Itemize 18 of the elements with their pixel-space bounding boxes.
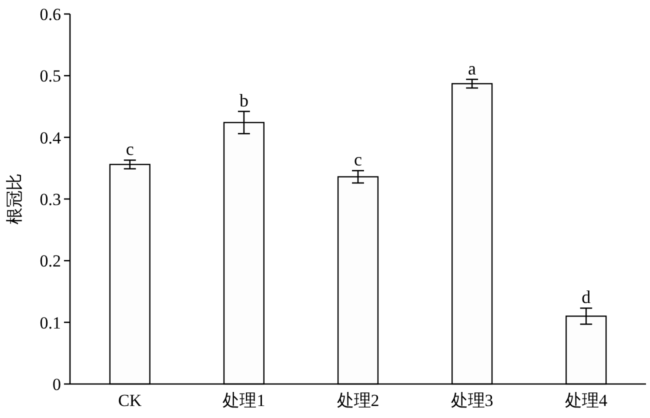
x-tick-label: 处理2	[336, 391, 380, 410]
y-tick-label: 0.2	[40, 252, 61, 271]
y-tick-label: 0.6	[40, 4, 61, 24]
annotation: c	[354, 150, 362, 170]
y-tick-label: 0.5	[40, 66, 61, 86]
x-tick-label: CK	[118, 391, 142, 410]
annotation: a	[468, 58, 476, 78]
y-tick-label: 0.1	[40, 313, 61, 332]
annotation: d	[582, 287, 591, 308]
y-tick-label: 0.3	[40, 190, 61, 209]
y-tick-label: 0	[52, 374, 61, 394]
y-axis-title: 根冠比	[5, 174, 24, 224]
y-tick-label: 0.4	[40, 128, 62, 148]
annotation: b	[239, 90, 248, 110]
x-tick-label: 处理3	[450, 391, 494, 410]
x-tick-label: 处理1	[222, 391, 266, 410]
x-tick-label: 处理4	[564, 391, 608, 410]
annotation: c	[126, 139, 134, 160]
